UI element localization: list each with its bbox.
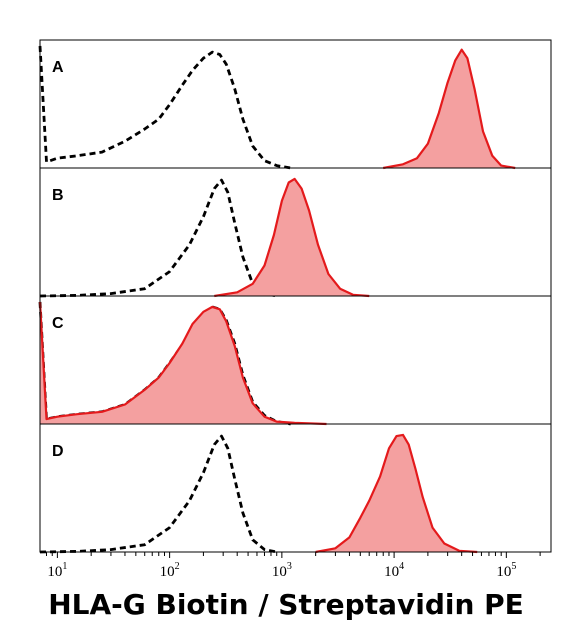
panel-label: C (52, 315, 64, 332)
x-tick-exponent: 4 (399, 561, 404, 572)
stained-histogram-fill (40, 302, 327, 424)
x-tick-base: 10 (384, 564, 399, 580)
histogram-panels: A B C D (38, 39, 552, 554)
stained-histogram-fill (214, 178, 370, 296)
x-tick-exponent: 1 (62, 561, 67, 572)
x-tick-label: 103 (272, 561, 292, 580)
panel-label: D (52, 443, 64, 460)
x-tick-exponent: 5 (511, 561, 516, 572)
x-tick-base: 10 (160, 564, 175, 580)
control-histogram-line (39, 178, 277, 298)
panel-frame (39, 295, 552, 425)
panel-label: B (52, 187, 64, 204)
x-tick-label: 102 (160, 561, 180, 580)
panel-label: A (52, 59, 64, 76)
x-tick-base: 10 (496, 564, 511, 580)
x-tick-base: 10 (47, 564, 62, 580)
x-tick-label: 104 (384, 561, 404, 580)
panel-a: A (38, 39, 552, 170)
stained-histogram-line (214, 177, 370, 298)
control-histogram-line (39, 434, 277, 554)
x-tick-label: 101 (47, 561, 67, 580)
stained-histogram-fill (383, 49, 516, 169)
panel-frame (39, 423, 552, 553)
x-tick-label: 105 (496, 561, 516, 580)
panel-b: B (39, 167, 552, 298)
panel-d: D (39, 423, 552, 554)
stained-histogram-line (38, 301, 327, 426)
x-axis: 101 102 103 104 105 (46, 552, 541, 580)
control-histogram-line (38, 45, 291, 170)
x-tick-base: 10 (272, 564, 287, 580)
stained-histogram-line (315, 433, 478, 554)
panel-c: C (38, 295, 552, 426)
stained-histogram-line (382, 48, 516, 170)
x-axis-title: HLA-G Biotin / Streptavidin PE (48, 588, 524, 621)
x-tick-exponent: 2 (175, 561, 180, 572)
stained-histogram-fill (315, 434, 478, 552)
x-tick-exponent: 3 (287, 561, 292, 572)
